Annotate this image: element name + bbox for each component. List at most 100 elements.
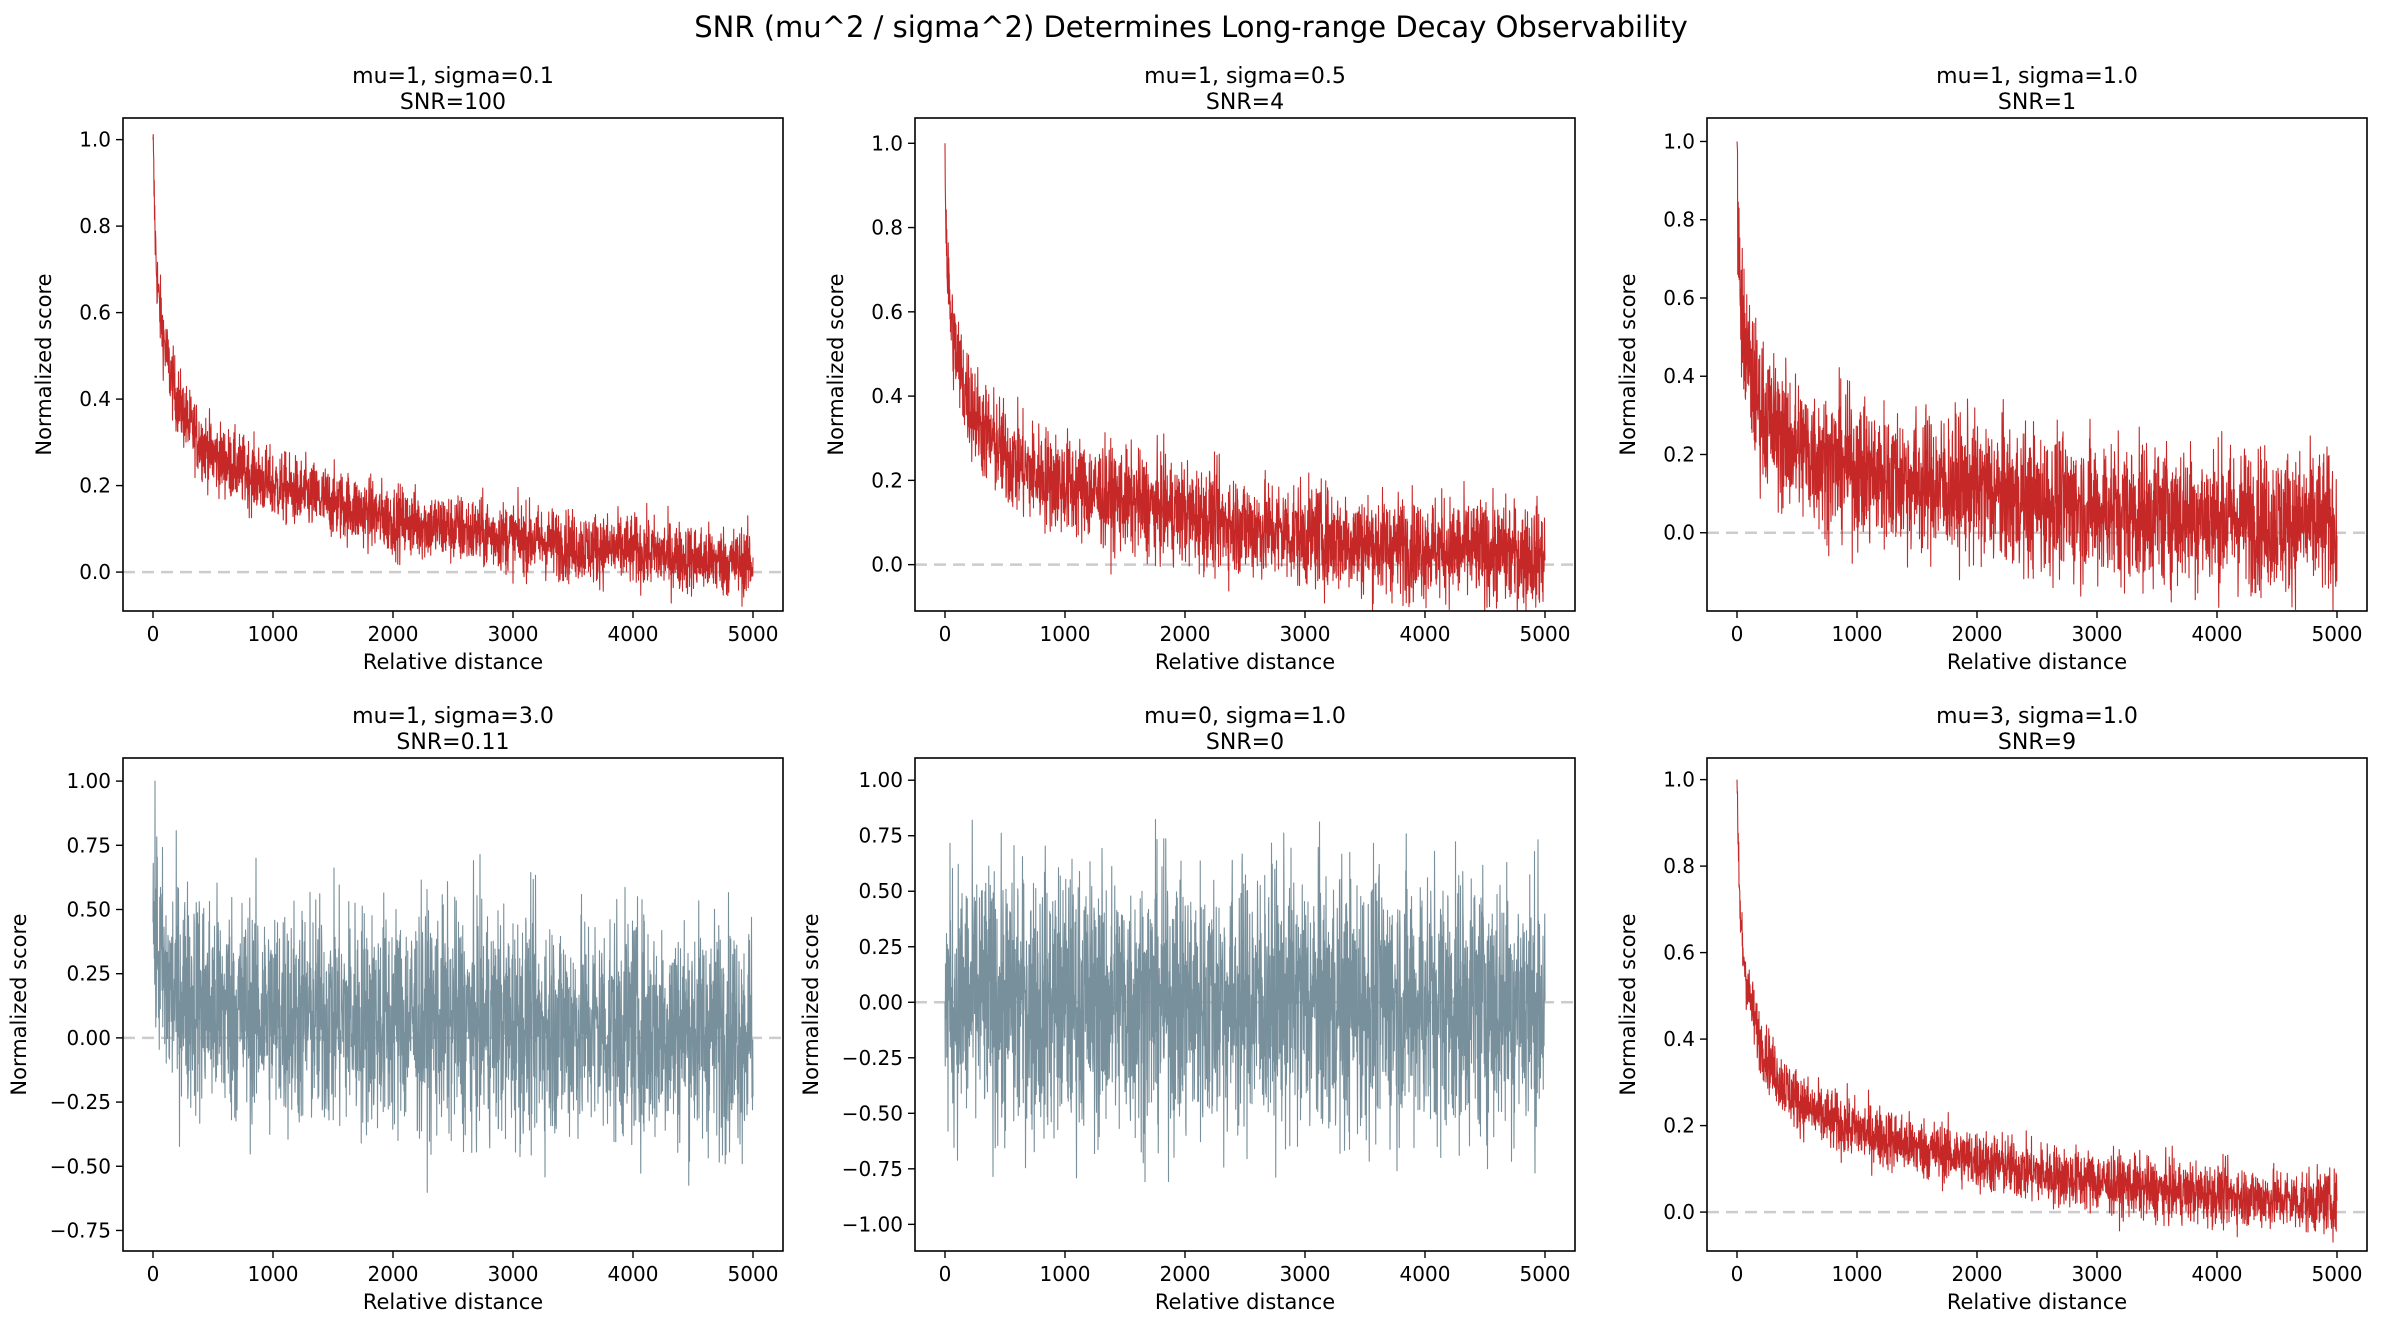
y-axis-label: Normalized score — [1616, 913, 1640, 1095]
y-tick-label: 0.6 — [1663, 941, 1695, 965]
y-tick-label: 0.0 — [79, 560, 111, 584]
x-tick-label: 2000 — [1160, 1262, 1211, 1286]
x-axis-label: Relative distance — [1155, 650, 1335, 674]
y-tick-label: −0.25 — [50, 1090, 111, 1114]
x-tick-label: 3000 — [2072, 1262, 2123, 1286]
y-tick-label: 0.0 — [1663, 1200, 1695, 1224]
y-tick-label: 0.6 — [1663, 286, 1695, 310]
x-tick-label: 3000 — [1280, 1262, 1331, 1286]
y-axis-label: Normalized score — [824, 273, 848, 455]
x-tick-label: 4000 — [2192, 1262, 2243, 1286]
y-tick-label: 0.6 — [871, 300, 903, 324]
y-tick-label: 0.00 — [858, 990, 903, 1014]
subplot-subtitle: SNR=100 — [400, 90, 506, 115]
x-tick-label: 5000 — [2312, 622, 2363, 646]
y-tick-label: 0.2 — [79, 474, 111, 498]
axes-frame — [914, 117, 1576, 612]
x-axis-label: Relative distance — [1947, 1290, 2127, 1314]
figure-title: SNR (mu^2 / sigma^2) Determines Long-ran… — [694, 10, 1688, 44]
x-tick-label: 0 — [1731, 622, 1744, 646]
y-tick-label: 0.8 — [871, 216, 903, 240]
y-tick-label: 1.00 — [858, 768, 903, 792]
x-tick-label: 3000 — [2072, 622, 2123, 646]
y-tick-label: 0.4 — [1663, 364, 1695, 388]
y-tick-label: 0.4 — [871, 384, 903, 408]
x-tick-label: 2000 — [368, 622, 419, 646]
subplot-title: mu=3, sigma=1.0 — [1936, 704, 2138, 729]
x-tick-label: 5000 — [1520, 1262, 1571, 1286]
x-tick-label: 3000 — [1280, 622, 1331, 646]
x-tick-label: 4000 — [608, 1262, 659, 1286]
axes-frame — [914, 757, 1576, 1252]
x-tick-label: 0 — [1731, 1262, 1744, 1286]
y-tick-label: 0.8 — [79, 214, 111, 238]
axes-frame — [122, 117, 784, 612]
x-axis-label: Relative distance — [363, 1290, 543, 1314]
x-tick-label: 2000 — [1952, 1262, 2003, 1286]
subplot-subtitle: SNR=4 — [1206, 90, 1284, 115]
y-tick-label: 0.4 — [1663, 1027, 1695, 1051]
y-tick-label: −0.50 — [50, 1154, 111, 1178]
x-tick-label: 4000 — [608, 622, 659, 646]
x-tick-label: 2000 — [368, 1262, 419, 1286]
x-axis-label: Relative distance — [1155, 1290, 1335, 1314]
x-tick-label: 0 — [147, 1262, 160, 1286]
series-line-1 — [944, 143, 1546, 611]
x-axis-label: Relative distance — [363, 650, 543, 674]
y-tick-label: 0.2 — [871, 468, 903, 492]
subplot-subtitle: SNR=0 — [1206, 730, 1284, 755]
y-tick-label: 0.25 — [66, 962, 111, 986]
x-axis-label: Relative distance — [1947, 650, 2127, 674]
y-tick-label: 0.50 — [858, 879, 903, 903]
y-tick-label: 0.8 — [1663, 854, 1695, 878]
x-tick-label: 1000 — [248, 622, 299, 646]
subplot-subtitle: SNR=1 — [1998, 90, 2076, 115]
x-tick-label: 1000 — [1040, 622, 1091, 646]
y-axis-label: Normalized score — [7, 913, 31, 1095]
x-tick-label: 1000 — [1040, 1262, 1091, 1286]
y-tick-label: −0.75 — [50, 1218, 111, 1242]
x-tick-label: 4000 — [2192, 622, 2243, 646]
y-tick-label: 0.2 — [1663, 1114, 1695, 1138]
y-tick-label: 0.00 — [66, 1026, 111, 1050]
x-tick-label: 5000 — [728, 1262, 779, 1286]
y-tick-label: 0.2 — [1663, 442, 1695, 466]
x-tick-label: 5000 — [728, 622, 779, 646]
y-tick-label: −0.75 — [842, 1157, 903, 1181]
x-tick-label: 1000 — [248, 1262, 299, 1286]
y-axis-label: Normalized score — [799, 913, 823, 1095]
y-tick-label: 0.75 — [858, 824, 903, 848]
subplot-subtitle: SNR=9 — [1998, 730, 2076, 755]
y-tick-label: 1.0 — [871, 131, 903, 155]
y-tick-label: 0.4 — [79, 387, 111, 411]
x-tick-label: 0 — [939, 1262, 952, 1286]
x-tick-label: 1000 — [1832, 1262, 1883, 1286]
y-axis-label: Normalized score — [1616, 273, 1640, 455]
y-tick-label: 1.0 — [1663, 768, 1695, 792]
x-tick-label: 5000 — [2312, 1262, 2363, 1286]
subplot-subtitle: SNR=0.11 — [396, 730, 509, 755]
y-tick-label: 1.0 — [79, 128, 111, 152]
y-tick-label: 0.0 — [1663, 521, 1695, 545]
y-tick-label: −1.00 — [842, 1212, 903, 1236]
y-tick-label: 0.8 — [1663, 208, 1695, 232]
subplot-title: mu=1, sigma=0.5 — [1144, 64, 1346, 89]
y-axis-label: Normalized score — [32, 273, 56, 455]
series-line-1 — [1736, 141, 2338, 611]
y-tick-label: 0.25 — [858, 935, 903, 959]
y-tick-label: 1.0 — [1663, 129, 1695, 153]
y-tick-label: 0.50 — [66, 897, 111, 921]
axes-frame — [1706, 117, 2368, 612]
x-tick-label: 4000 — [1400, 622, 1451, 646]
axes-frame — [122, 757, 784, 1252]
x-tick-label: 0 — [939, 622, 952, 646]
axes-frame — [1706, 757, 2368, 1252]
